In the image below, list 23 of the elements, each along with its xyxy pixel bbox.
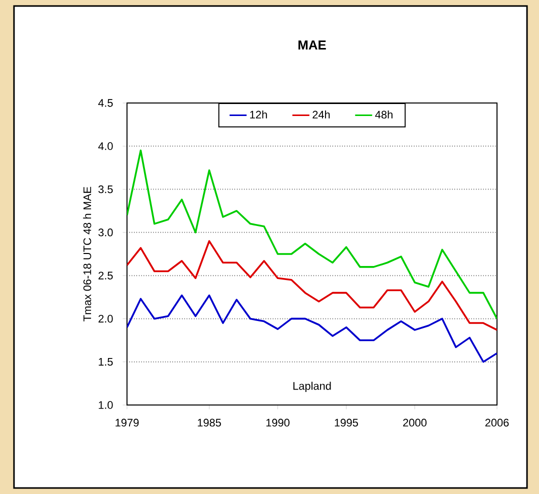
y-axis-title: Tmax 06-18 UTC 48 h MAE	[83, 186, 92, 322]
y-tick-label: 4.0	[98, 142, 113, 150]
y-tick-label: 1.0	[98, 401, 113, 409]
y-tick-label: 4.5	[98, 99, 113, 107]
y-tick-label: 2.0	[98, 314, 113, 323]
y-tick-label: 2.5	[98, 272, 113, 280]
y-tick-label: 3.0	[98, 228, 113, 236]
legend-label: 48h	[375, 110, 392, 119]
x-tick-label: 1995	[334, 418, 358, 427]
line-series	[127, 240, 498, 331]
line-series	[127, 294, 498, 363]
annotation: Lapland	[293, 382, 331, 392]
y-tick-label: 1.5	[98, 358, 113, 366]
x-tick-label: 2000	[403, 418, 427, 427]
line-series	[127, 150, 498, 320]
chart-title: MAE	[298, 40, 326, 50]
x-tick-label: 2006	[485, 418, 509, 427]
x-tick-label: 1990	[266, 418, 290, 427]
legend-label: 24h	[312, 110, 330, 118]
y-tick-label: 3.5	[98, 185, 113, 194]
x-tick-label: 1979	[116, 418, 139, 427]
legend-label: 12h	[250, 110, 267, 118]
x-tick-label: 1985	[198, 418, 221, 427]
